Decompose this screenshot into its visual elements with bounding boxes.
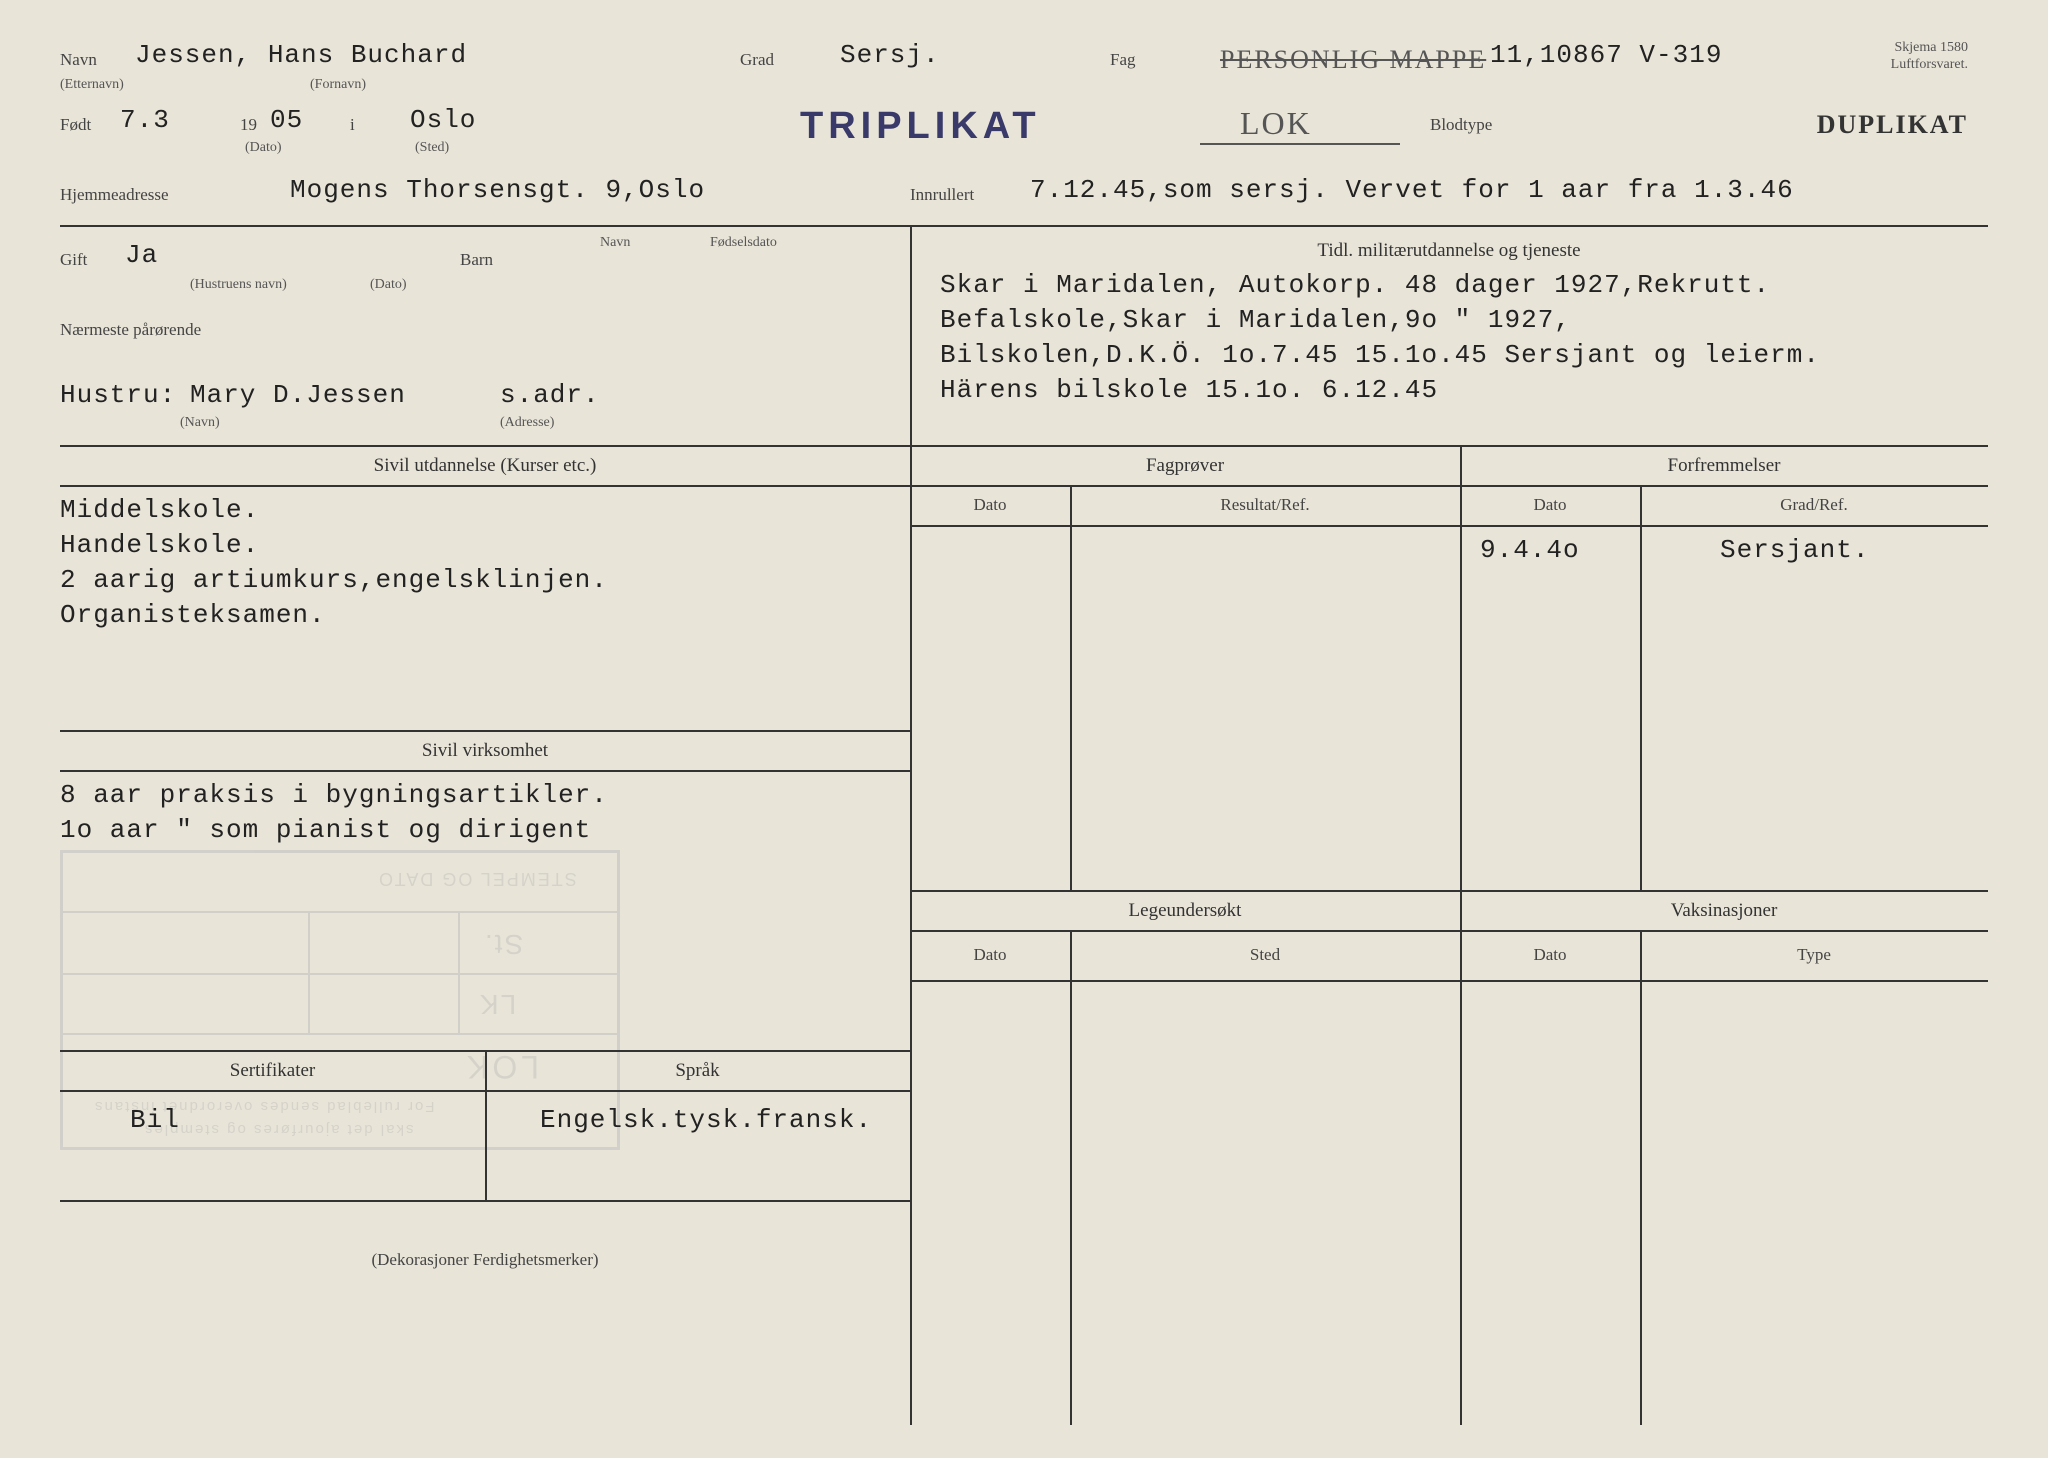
navn-label: Navn bbox=[60, 50, 97, 70]
duplikat-stamp: DUPLIKAT bbox=[1817, 110, 1968, 140]
vr-fag3 bbox=[1640, 485, 1642, 890]
dato-label2: (Dato) bbox=[370, 277, 407, 293]
mil-line1: Skar i Maridalen, Autokorp. 48 dager 192… bbox=[940, 270, 1770, 300]
org-label: Luftforsvaret. bbox=[1891, 57, 1968, 73]
edu-line2: Handelskole. bbox=[60, 530, 259, 560]
triplikat-stamp: TRIPLIKAT bbox=[800, 105, 1041, 148]
forf-grad: Grad/Ref. bbox=[1640, 495, 1988, 515]
forf-dato-val: 9.4.4o bbox=[1480, 535, 1580, 565]
stamp-lk: LK bbox=[478, 988, 516, 1020]
year-prefix: 19 bbox=[240, 115, 257, 135]
fornavn-label: (Fornavn) bbox=[310, 77, 366, 93]
work-header: Sivil virksomhet bbox=[60, 740, 910, 762]
etternavn-label: (Etternavn) bbox=[60, 77, 124, 93]
innrullert-value: 7.12.45,som sersj. Vervet for 1 aar fra … bbox=[1030, 175, 1794, 205]
forf-dato: Dato bbox=[1460, 495, 1640, 515]
edu-line1: Middelskole. bbox=[60, 495, 259, 525]
narmeste-label: Nærmeste pårørende bbox=[60, 320, 201, 340]
hr-cert2 bbox=[60, 1090, 910, 1092]
hr-lege1 bbox=[910, 890, 1988, 892]
stamp-st: St. bbox=[483, 928, 523, 960]
dato-sub: (Dato) bbox=[245, 140, 282, 156]
cert-value: Bil bbox=[130, 1105, 180, 1135]
work-line1: 8 aar praksis i bygningsartikler. bbox=[60, 780, 608, 810]
stamp-l2: skal det ajourføres og stemples bbox=[143, 1121, 413, 1138]
sted-sub: (Sted) bbox=[415, 140, 449, 156]
barn-label: Barn bbox=[460, 250, 493, 270]
vr-lege2 bbox=[1070, 930, 1072, 1425]
hr-dekor1 bbox=[60, 1200, 910, 1202]
fag-resultat: Resultat/Ref. bbox=[1070, 495, 1460, 515]
lege-sted: Sted bbox=[1070, 945, 1460, 965]
sprak-header: Språk bbox=[485, 1060, 910, 1082]
vr-lege3 bbox=[1640, 930, 1642, 1425]
vr-main bbox=[910, 225, 912, 1425]
fodt-label: Født bbox=[60, 115, 91, 135]
hr-work1 bbox=[60, 730, 910, 732]
mil-line2: Befalskole,Skar i Maridalen,9o " 1927, bbox=[940, 305, 1571, 335]
cert-header: Sertifikater bbox=[60, 1060, 485, 1082]
blodtype-label: Blodtype bbox=[1430, 115, 1492, 135]
hr-edu bbox=[60, 485, 910, 487]
stamp-dato: STEMPEL OG DATO bbox=[377, 868, 577, 889]
birth-year: 05 bbox=[270, 105, 303, 135]
address-value: Mogens Thorsensgt. 9,Oslo bbox=[290, 175, 705, 205]
gift-label: Gift bbox=[60, 250, 87, 270]
hr-lege3 bbox=[910, 980, 1988, 982]
fodsel-sub: Fødselsdato bbox=[710, 235, 777, 251]
navn-sub: Navn bbox=[600, 235, 630, 251]
vaksin-dato: Dato bbox=[1460, 945, 1640, 965]
edu-line4: Organisteksamen. bbox=[60, 600, 326, 630]
hustru-navn: Mary D.Jessen bbox=[190, 380, 406, 410]
military-header: Tidl. militærutdannelse og tjeneste bbox=[910, 240, 1988, 262]
lok-underline bbox=[1200, 143, 1400, 145]
birth-sted: Oslo bbox=[410, 105, 476, 135]
grad-label: Grad bbox=[740, 50, 774, 70]
personlig-stamp: PERSONLIG MAPPE bbox=[1220, 45, 1486, 75]
i-label: i bbox=[350, 115, 355, 135]
vaksin-header: Vaksinasjoner bbox=[1460, 900, 1988, 922]
lok-handwritten: LOK bbox=[1240, 105, 1312, 142]
gift-value: Ja bbox=[125, 240, 158, 270]
mil-line3: Bilskolen,D.K.Ö. 1o.7.45 15.1o.45 Sersja… bbox=[940, 340, 1820, 370]
birth-day: 7.3 bbox=[120, 105, 170, 135]
sadr: s.adr. bbox=[500, 380, 600, 410]
adresse-sub: (Adresse) bbox=[500, 415, 554, 431]
hr-2 bbox=[60, 445, 1988, 447]
mil-line4: Härens bilskole 15.1o. 6.12.45 bbox=[940, 375, 1438, 405]
grad-value: Sersj. bbox=[840, 40, 940, 70]
edu-line3: 2 aarig artiumkurs,engelsklinjen. bbox=[60, 565, 608, 595]
nr-value: 11,10867 V-319 bbox=[1490, 40, 1722, 70]
dekor-label: (Dekorasjoner Ferdighetsmerker) bbox=[60, 1250, 910, 1270]
lege-header: Legeundersøkt bbox=[910, 900, 1460, 922]
forf-grad-val: Sersjant. bbox=[1720, 535, 1869, 565]
lege-dato: Dato bbox=[910, 945, 1070, 965]
hustru-label: Hustru: bbox=[60, 380, 176, 410]
forfrem-header: Forfremmelser bbox=[1460, 455, 1988, 477]
fag-dato: Dato bbox=[910, 495, 1070, 515]
edu-header: Sivil utdannelse (Kurser etc.) bbox=[60, 455, 910, 477]
vaksin-type: Type bbox=[1640, 945, 1988, 965]
hr-work2 bbox=[60, 770, 910, 772]
skjema-label: Skjema 1580 bbox=[1895, 40, 1969, 56]
hustruens-label: (Hustruens navn) bbox=[190, 277, 287, 293]
vr-lege bbox=[1460, 890, 1462, 1425]
fag-label: Fag bbox=[1110, 50, 1136, 70]
name-value: Jessen, Hans Buchard bbox=[135, 40, 467, 70]
hr-1 bbox=[60, 225, 1988, 227]
work-line2: 1o aar " som pianist og dirigent bbox=[60, 815, 591, 845]
navn-sub2: (Navn) bbox=[180, 415, 220, 431]
sprak-value: Engelsk.tysk.fransk. bbox=[540, 1105, 872, 1135]
fagprover-header: Fagprøver bbox=[910, 455, 1460, 477]
hr-fag2 bbox=[910, 525, 1988, 527]
address-label: Hjemmeadresse bbox=[60, 185, 169, 205]
innrullert-label: Innrullert bbox=[910, 185, 974, 205]
vr-fag2 bbox=[1070, 485, 1072, 890]
